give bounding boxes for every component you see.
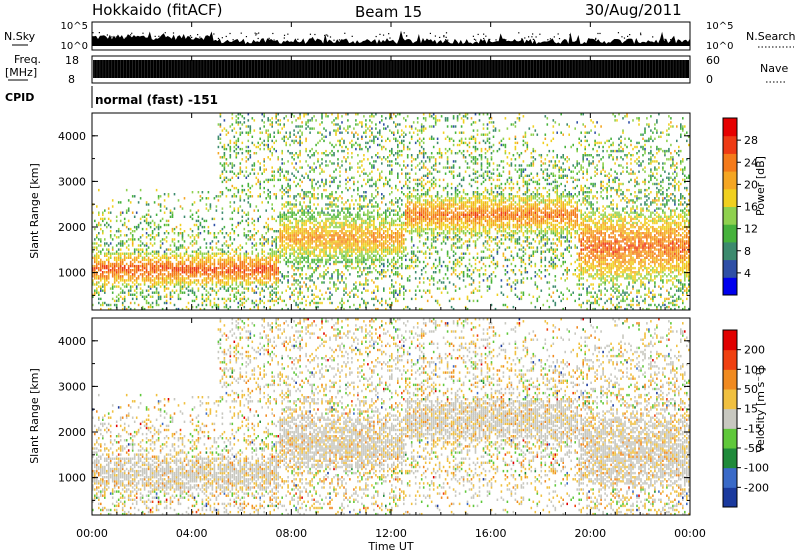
xtick-2: 08:00 (275, 527, 307, 540)
nsky-panel: N.Sky 10^5 10^0 10^5 10^0 N.Search (4, 21, 796, 52)
freq-series (93, 60, 689, 78)
nsearch-label: N.Search (746, 30, 796, 43)
power-ytick-2000: 2000 (58, 221, 86, 234)
velocity-heatmap (92, 318, 690, 516)
xtick-0: 00:00 (76, 527, 108, 540)
velocity-colorbar-label: Velocity [m s⁻¹] (754, 367, 767, 452)
nsky-label: N.Sky (4, 30, 36, 43)
xtick-4: 16:00 (475, 527, 507, 540)
time-axis: 00:00 04:00 08:00 12:00 16:00 20:00 00:00 (76, 22, 706, 540)
velocity-cbar-tick-2: 50 (744, 383, 758, 396)
freq-panel: Freq. [MHz] 18 8 60 0 Nave (5, 53, 788, 86)
radar-title: Hokkaido (fitACF) (92, 1, 223, 19)
xtick-5: 20:00 (574, 527, 606, 540)
xtick-1: 04:00 (176, 527, 208, 540)
power-ylabel: Slant Range [km] (28, 163, 41, 259)
velocity-colorbar: 200 100 50 15 -15 -50 -100 -200 (722, 329, 769, 508)
power-cbar-tick-3: 16 (744, 201, 758, 214)
xtick-3: 12:00 (375, 527, 407, 540)
power-y-axis: 1000 2000 3000 4000 (58, 130, 690, 296)
velocity-cbar-tick-0: 200 (744, 344, 765, 357)
date-title: 30/Aug/2011 (585, 1, 682, 19)
power-cbar-tick-0: 4 (744, 267, 751, 280)
velocity-ytick-3000: 3000 (58, 380, 86, 393)
nsky-trace (92, 30, 690, 46)
power-ytick-3000: 3000 (58, 175, 86, 188)
power-cbar-tick-6: 28 (744, 134, 758, 147)
power-colorbar-label: Power [dB] (754, 156, 767, 216)
nsky-tick-bottom: 10^0 (61, 41, 88, 52)
power-cbar-tick-5: 24 (744, 156, 758, 169)
velocity-cbar-tick-3: 15 (744, 403, 758, 416)
nsky-series (92, 30, 690, 46)
power-colorbar: 4 8 12 16 20 24 28 (722, 117, 758, 296)
nsearch-tick-bottom: 10^0 (706, 41, 733, 52)
velocity-ylabel: Slant Range [km] (28, 368, 41, 464)
power-cbar-tick-4: 20 (744, 178, 758, 191)
power-ytick-4000: 4000 (58, 130, 86, 143)
velocity-ytick-1000: 1000 (58, 472, 86, 485)
cpid-label: CPID (5, 91, 34, 104)
power-ytick-1000: 1000 (58, 267, 86, 280)
nsearch-tick-top: 10^5 (706, 21, 733, 32)
freq-label-line1: Freq. (14, 53, 41, 66)
power-cbar-tick-2: 12 (744, 223, 758, 236)
nave-tick-top: 60 (706, 54, 720, 67)
velocity-cbar-tick-5: -50 (744, 442, 762, 455)
time-axis-label: Time UT (367, 540, 413, 553)
cpid-panel: CPID normal (fast) -151 (5, 86, 218, 108)
cpid-value: normal (fast) -151 (95, 93, 218, 107)
velocity-ytick-4000: 4000 (58, 335, 86, 348)
nave-label: Nave (760, 62, 788, 75)
velocity-ytick-2000: 2000 (58, 426, 86, 439)
power-heatmap (92, 113, 690, 311)
power-cbar-tick-1: 8 (744, 245, 751, 258)
nsky-tick-top: 10^5 (61, 21, 88, 32)
velocity-cbar-tick-1: 100 (744, 363, 765, 376)
freq-tick-top: 18 (65, 54, 79, 67)
freq-label-line2: [MHz] (5, 66, 37, 79)
velocity-cbar-tick-6: -100 (744, 462, 769, 475)
beam-title: Beam 15 (355, 3, 422, 21)
power-panel: 1000 2000 3000 4000 Slant Range [km] 4 8 12 16… (28, 112, 767, 311)
freq-tick-bottom: 8 (68, 73, 75, 86)
velocity-cbar-tick-4: -15 (744, 422, 762, 435)
velocity-y-axis: 1000 2000 3000 4000 (58, 335, 690, 501)
xtick-6: 00:00 (674, 527, 706, 540)
velocity-cbar-tick-7: -200 (744, 481, 769, 494)
nave-tick-bottom: 0 (706, 73, 713, 86)
